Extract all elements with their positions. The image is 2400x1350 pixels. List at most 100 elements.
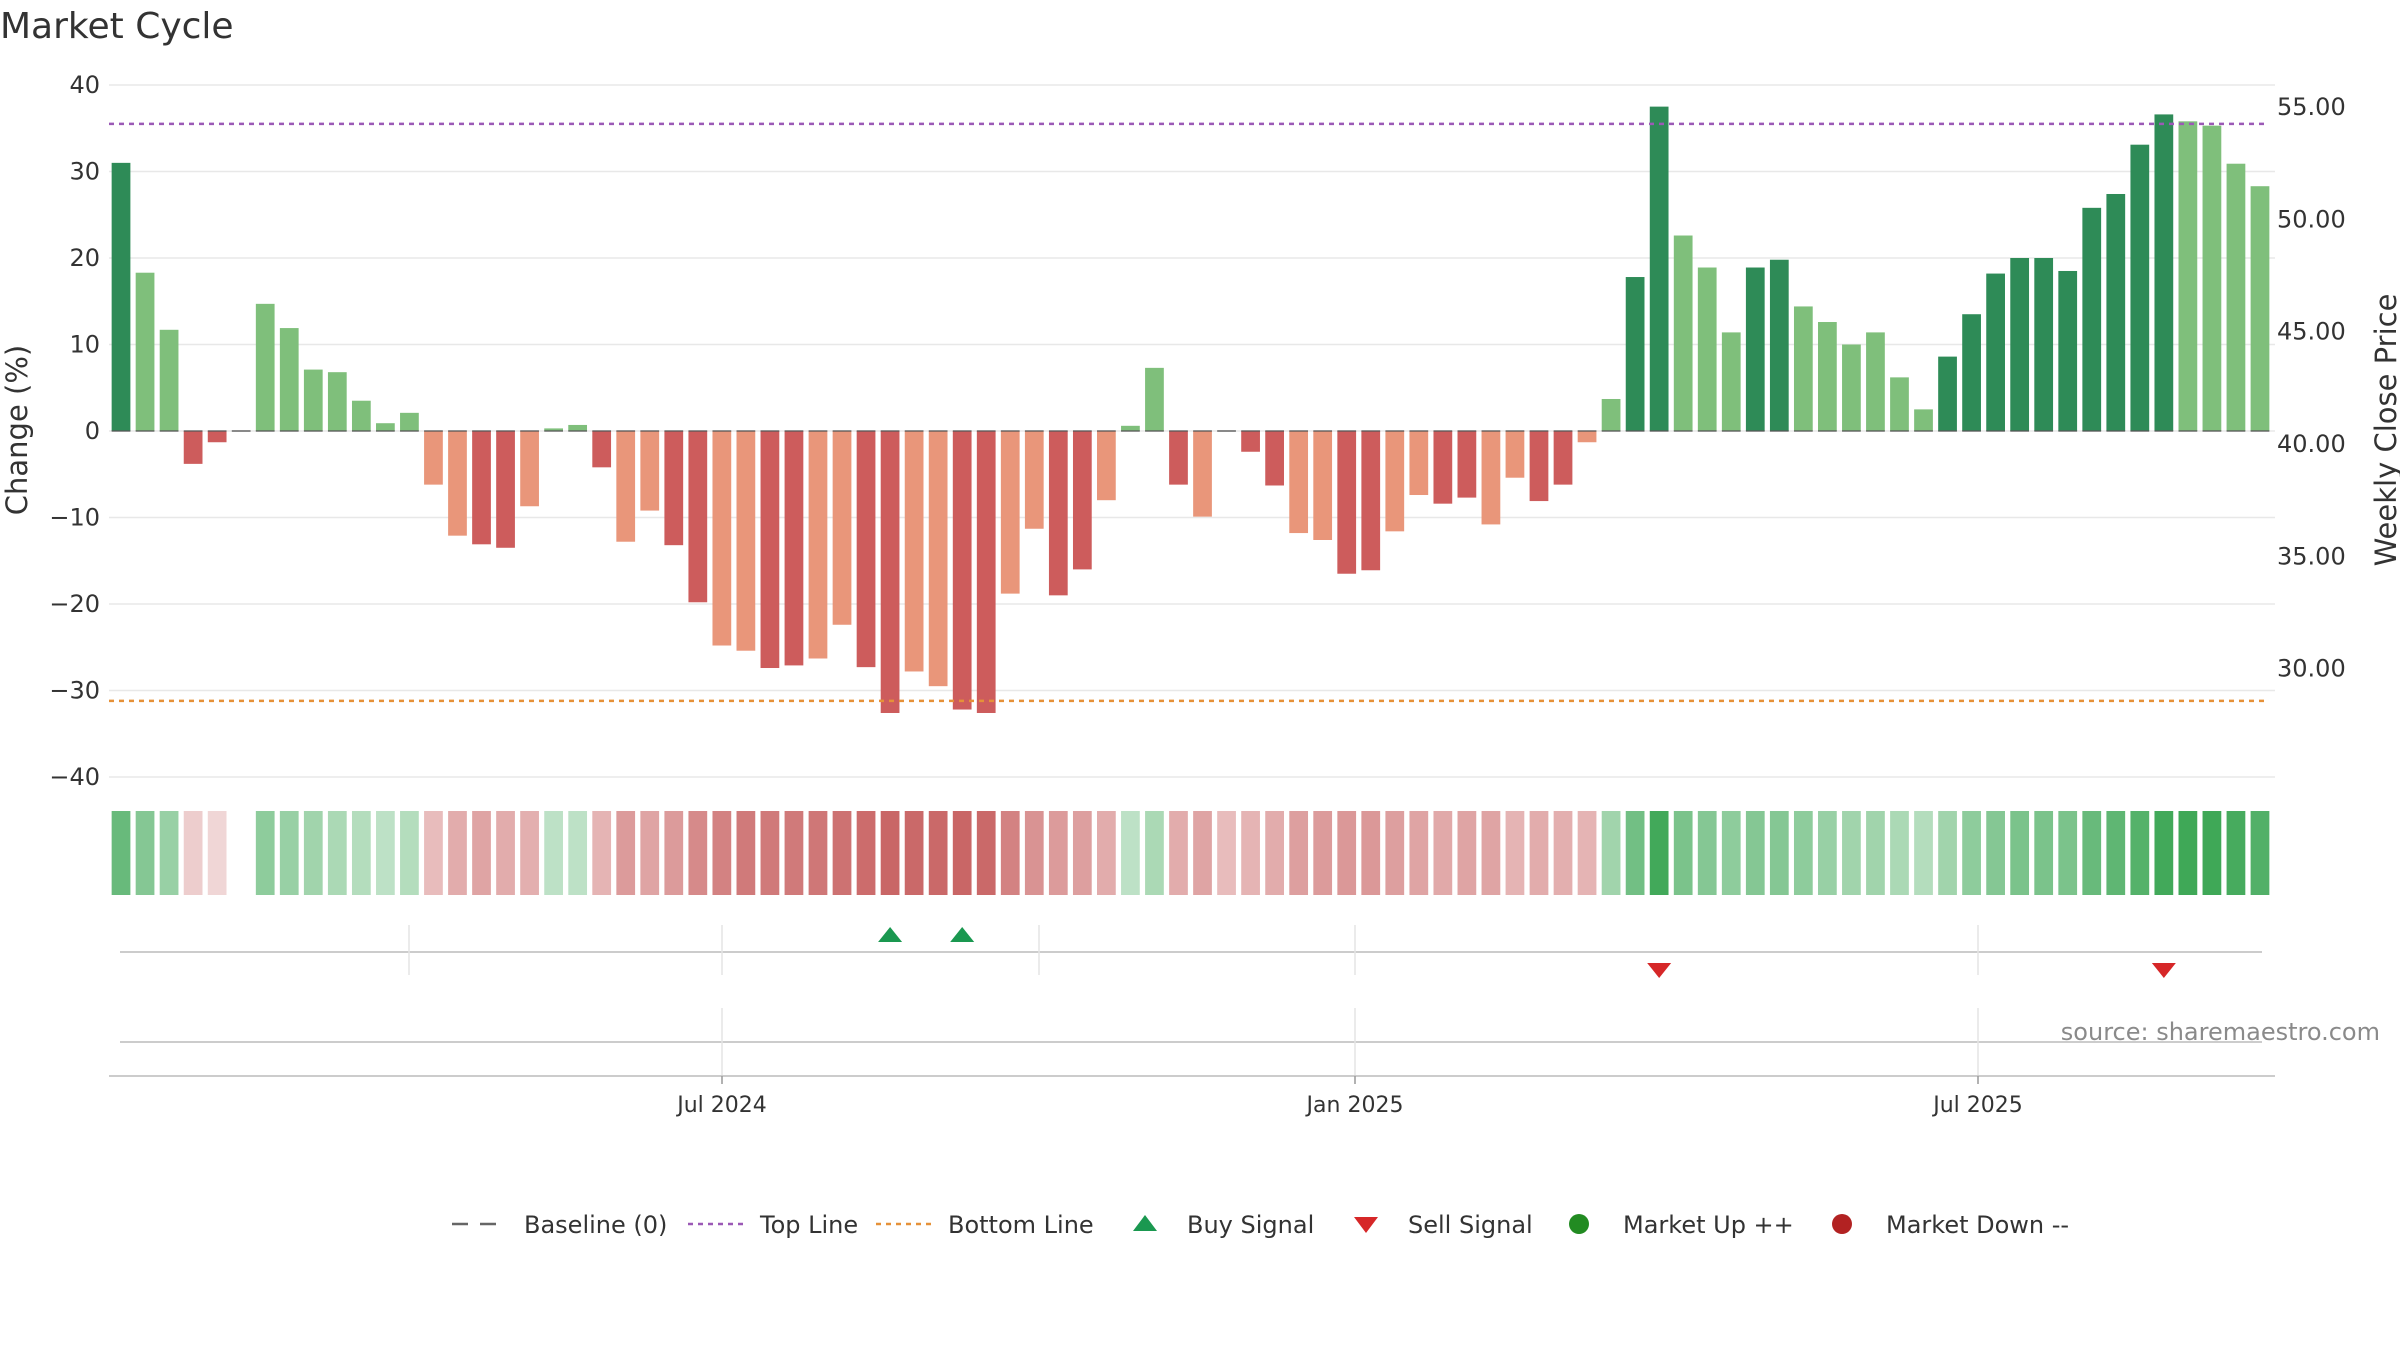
- bar: [1457, 431, 1477, 498]
- bar: [1289, 431, 1309, 534]
- date-tick-label: Jul 2024: [675, 1093, 767, 1118]
- heat-cell: [1986, 811, 2005, 895]
- bar: [1385, 431, 1405, 532]
- bar: [327, 372, 347, 431]
- sell-signal-marker: [1647, 963, 1672, 978]
- bar: [688, 431, 708, 603]
- legend-marker-sell: [1354, 1217, 1378, 1233]
- heat-cell: [327, 811, 347, 895]
- bar: [784, 431, 804, 666]
- bar: [159, 329, 179, 431]
- heat-cell: [1866, 811, 1885, 895]
- source-note: source: sharemaestro.com: [2061, 1018, 2380, 1046]
- heat-cell: [1529, 811, 1549, 895]
- bar: [1745, 267, 1765, 431]
- heat-cell: [2010, 811, 2030, 895]
- bar: [448, 431, 467, 536]
- bar: [1529, 431, 1549, 502]
- heat-cell: [2034, 811, 2054, 895]
- heat-cell: [2130, 811, 2150, 895]
- axes: 40 30 20 10 0 −10 −20 −30 −40 55.00 50.00 45.00 40.0…: [49, 71, 2345, 791]
- left-axis-title: Change (%): [0, 345, 34, 515]
- heat-cell: [1818, 811, 1837, 895]
- heat-cell: [1721, 811, 1741, 895]
- right-tick-label: 30.00: [2277, 655, 2346, 683]
- heat-cell: [448, 811, 467, 895]
- legend-label: Market Up ++: [1623, 1211, 1794, 1239]
- bar: [424, 431, 443, 485]
- legend-label: Top Line: [759, 1211, 858, 1239]
- heat-cell: [400, 811, 419, 895]
- legend: Baseline (0) Top Line Bottom Line Buy Signa…: [452, 1211, 2069, 1239]
- heat-cell: [1145, 811, 1164, 895]
- heat-cell: [640, 811, 660, 895]
- date-axis: Jul 2024 Jan 2025 Jul 2025: [109, 1008, 2275, 1118]
- grid: [109, 84, 2275, 778]
- bar: [2202, 125, 2222, 431]
- chart-title: Market Cycle: [0, 6, 234, 47]
- heat-cell: [1553, 811, 1573, 895]
- bar: [1673, 235, 1693, 431]
- heat-cell: [1481, 811, 1501, 895]
- bar: [279, 328, 299, 431]
- heat-cell: [856, 811, 876, 895]
- heat-cell: [1217, 811, 1236, 895]
- bar: [616, 431, 636, 542]
- bar: [736, 431, 756, 651]
- legend-marker-dot: [1832, 1214, 1852, 1234]
- bar: [1024, 431, 1044, 529]
- heat-cell: [2106, 811, 2126, 895]
- bar: [2034, 258, 2054, 431]
- heat-cell: [424, 811, 443, 895]
- bar: [1793, 306, 1813, 431]
- bar: [183, 431, 203, 464]
- heat-cell: [1457, 811, 1477, 895]
- heat-cell: [1337, 811, 1357, 895]
- bar: [1818, 322, 1837, 431]
- heat-cell: [279, 811, 299, 895]
- bar: [1169, 431, 1188, 485]
- bar: [1842, 344, 1861, 431]
- heat-cell: [1697, 811, 1717, 895]
- heat-cell: [1265, 811, 1284, 895]
- bar: [1265, 431, 1284, 486]
- heat-cell: [664, 811, 684, 895]
- bar: [904, 431, 924, 672]
- bar: [1962, 314, 1981, 431]
- bar: [544, 428, 563, 431]
- heat-cell: [1097, 811, 1116, 895]
- heat-cell: [1409, 811, 1429, 895]
- left-tick-label: −30: [49, 677, 100, 705]
- bar: [880, 431, 900, 713]
- heat-cell: [1962, 811, 1981, 895]
- bar: [1241, 431, 1260, 452]
- signal-panel: [120, 925, 2262, 978]
- heat-cell: [1433, 811, 1453, 895]
- bar: [303, 369, 323, 431]
- bar: [1649, 106, 1669, 431]
- heat-cell: [1241, 811, 1260, 895]
- bar: [856, 431, 876, 668]
- heat-cell: [2226, 811, 2246, 895]
- heat-cell: [544, 811, 563, 895]
- bar: [1072, 431, 1092, 570]
- heat-cell: [904, 811, 924, 895]
- heat-cell: [688, 811, 708, 895]
- bar: [376, 423, 395, 431]
- date-tick-label: Jul 2025: [1931, 1093, 2023, 1118]
- bar: [400, 412, 419, 431]
- bar: [1553, 431, 1573, 485]
- bar: [1409, 431, 1429, 496]
- bar: [207, 431, 227, 443]
- heat-cell: [2202, 811, 2222, 895]
- bar: [664, 431, 684, 546]
- bar: [1721, 332, 1741, 431]
- heat-cell: [1745, 811, 1765, 895]
- bar: [496, 431, 515, 548]
- left-tick-label: −10: [49, 504, 100, 532]
- heat-cell: [496, 811, 515, 895]
- bar: [1866, 332, 1885, 431]
- heat-cell: [1289, 811, 1309, 895]
- bar: [1890, 377, 1909, 431]
